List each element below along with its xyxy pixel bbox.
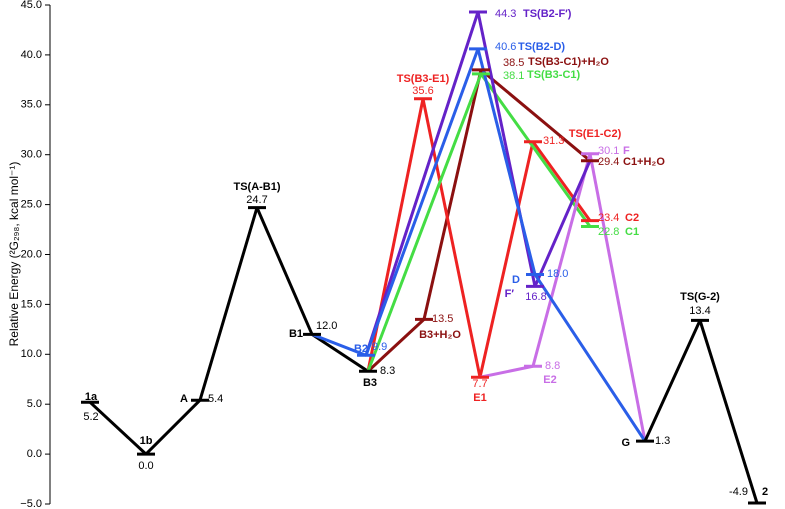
energy-value: 12.0 xyxy=(316,320,337,332)
energy-value: 31.3 xyxy=(543,135,564,147)
state-label: B1 xyxy=(289,328,303,340)
energy-value: 13.4 xyxy=(689,305,710,317)
state-label: TS(B2-F′) xyxy=(523,8,572,20)
pathway-link xyxy=(479,364,534,379)
energy-value: 16.8 xyxy=(525,291,546,303)
pathway-link xyxy=(533,273,647,442)
state-label: F xyxy=(623,145,630,157)
energy-value: 30.1 xyxy=(598,145,619,157)
y-tick-label: 45.0 xyxy=(21,0,42,11)
pathway-link xyxy=(531,140,592,222)
pathway-link xyxy=(588,153,647,442)
state-label: TS(B2-D) xyxy=(518,41,565,53)
pathway-link xyxy=(422,69,483,320)
pathway-link xyxy=(476,48,537,275)
pathway-link xyxy=(366,73,483,372)
pathway-link xyxy=(478,141,535,378)
pathway-link xyxy=(255,206,314,335)
state-label: D xyxy=(512,274,520,286)
state-label: TS(G-2) xyxy=(680,291,720,303)
pathway-link xyxy=(533,160,592,288)
state-label: C1+H₂O xyxy=(623,156,665,168)
energy-value: 9.9 xyxy=(372,341,387,353)
pathway-link xyxy=(88,401,148,456)
energy-value: 1.3 xyxy=(655,435,670,447)
pathway-link xyxy=(698,319,759,504)
energy-value: 8.3 xyxy=(380,365,395,377)
y-tick-label: 25.0 xyxy=(21,199,42,211)
y-axis-label: Relative Energy (²G₂₉₈, kcal mol⁻¹) xyxy=(7,162,21,347)
state-label: E2 xyxy=(543,374,556,386)
energy-value: 0.0 xyxy=(138,460,153,472)
state-label: 1b xyxy=(140,435,153,447)
energy-value: 8.8 xyxy=(545,360,560,372)
state-label: B2 xyxy=(354,343,368,355)
state-label: B3 xyxy=(363,377,377,389)
state-label: TS(B3-E1) xyxy=(397,73,450,85)
energy-value: 5.4 xyxy=(208,393,223,405)
y-tick-label: 0.0 xyxy=(27,448,42,460)
state-label: A xyxy=(180,393,188,405)
pathway-link xyxy=(364,11,480,356)
state-label: 1a xyxy=(85,391,98,403)
y-tick-label: 10.0 xyxy=(21,348,42,360)
energy-value: -4.9 xyxy=(729,486,748,498)
pathway-link xyxy=(421,98,482,378)
energy-value: 44.3 xyxy=(495,8,516,20)
y-tick-label: −5.0 xyxy=(20,498,42,509)
pathway-link xyxy=(144,399,202,456)
pathway-link xyxy=(531,153,592,367)
energy-value: 29.4 xyxy=(598,156,619,168)
y-tick-label: 40.0 xyxy=(21,49,42,61)
state-label: B3+H₂O xyxy=(419,329,461,341)
energy-value: 5.2 xyxy=(83,411,98,423)
state-label: G xyxy=(621,437,630,449)
energy-value: 38.5 xyxy=(503,57,524,69)
pathway-link xyxy=(198,207,259,401)
state-label: TS(B3-C1)+H₂O xyxy=(528,56,609,68)
pathway-link xyxy=(311,333,369,373)
y-tick-label: 30.0 xyxy=(21,149,42,161)
pathway-link xyxy=(311,332,367,357)
state-label: C2 xyxy=(625,212,639,224)
energy-value: 38.1 xyxy=(503,70,524,82)
state-label: TS(E1-C2) xyxy=(569,128,622,140)
energy-value: 35.6 xyxy=(412,85,433,97)
y-tick-label: 15.0 xyxy=(21,298,42,310)
state-label: F′ xyxy=(505,288,515,300)
state-label: TS(B3-C1) xyxy=(527,69,581,81)
energy-value: 13.5 xyxy=(432,313,453,325)
y-tick-label: 5.0 xyxy=(27,398,42,410)
energy-value: 40.6 xyxy=(495,41,516,53)
pathway-link xyxy=(366,318,426,373)
state-label: E1 xyxy=(473,392,486,404)
energy-value: 18.0 xyxy=(547,268,568,280)
y-tick-label: 20.0 xyxy=(21,248,42,260)
state-label: TS(A-B1) xyxy=(233,181,280,193)
energy-value: 23.4 xyxy=(598,212,619,224)
energy-value: 24.7 xyxy=(246,194,267,206)
pathway-link xyxy=(643,319,702,442)
pathway-link xyxy=(480,68,591,162)
state-label: C1 xyxy=(625,226,639,238)
pathway-link xyxy=(364,48,480,356)
pathway-link xyxy=(479,72,592,228)
y-tick-label: 35.0 xyxy=(21,99,42,111)
energy-value: 7.7 xyxy=(472,378,487,390)
energy-value: 22.8 xyxy=(598,226,619,238)
state-label: 2 xyxy=(762,486,768,498)
